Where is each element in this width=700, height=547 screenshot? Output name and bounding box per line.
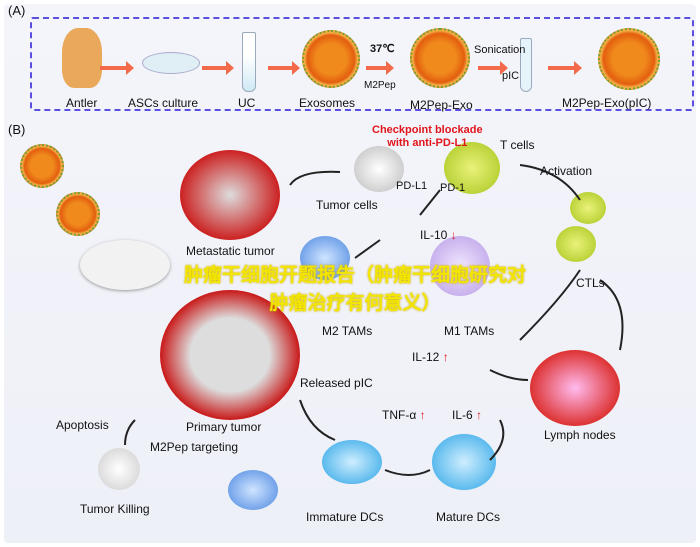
pic-label: pIC bbox=[502, 70, 520, 82]
step-uc: UC bbox=[238, 96, 256, 110]
arrow bbox=[289, 170, 341, 186]
arrow bbox=[354, 239, 381, 259]
tumor-killing-label: Tumor Killing bbox=[80, 502, 150, 516]
sonication-label: Sonication bbox=[474, 44, 526, 56]
step-antler: Antler bbox=[66, 96, 98, 110]
temperature: 37℃ bbox=[370, 43, 395, 55]
step-exosomes: Exosomes bbox=[299, 96, 356, 110]
arrow bbox=[100, 61, 134, 75]
apoptosis-label: Apoptosis bbox=[56, 418, 109, 432]
exosome-icon bbox=[302, 30, 360, 88]
watermark: 肿瘤干细胞开题报告（肿瘤干细胞研究对肿瘤治疗有何意义） bbox=[183, 265, 526, 314]
down-arrow-icon: ↓ bbox=[450, 228, 457, 242]
up-arrow-icon: ↑ bbox=[419, 408, 426, 422]
m2-tam-icon bbox=[300, 236, 350, 280]
mouse-icon bbox=[80, 240, 170, 290]
arrow bbox=[419, 189, 441, 216]
step-m2pep-exo-pic: M2Pep-Exo(pIC) bbox=[562, 96, 652, 110]
sonication-tube-icon bbox=[520, 38, 532, 92]
exosome-icon bbox=[20, 144, 64, 188]
metastatic-tumor-label: Metastatic tumor bbox=[186, 244, 275, 258]
panel-b-label: (B) bbox=[8, 122, 26, 137]
m2pep-exo-icon bbox=[410, 28, 470, 88]
arrow bbox=[519, 269, 581, 341]
pd-1-label: PD-1 bbox=[440, 182, 466, 194]
released-pic-label: Released pIC bbox=[300, 376, 373, 390]
arrow bbox=[124, 419, 136, 446]
m1-tam-icon bbox=[430, 236, 490, 296]
m2pep-targeting-label: M2Pep targeting bbox=[150, 440, 239, 454]
up-arrow-icon: ↑ bbox=[442, 350, 449, 364]
metastatic-tumor-icon bbox=[180, 150, 280, 240]
il6-label: IL-6 ↑ bbox=[452, 408, 483, 422]
panel-a-label: (A) bbox=[8, 3, 26, 18]
il12-label: IL-12 ↑ bbox=[412, 350, 449, 364]
mature-dcs-label: Mature DCs bbox=[436, 510, 501, 524]
exosome-icon bbox=[56, 192, 100, 236]
checkpoint-blockade: Checkpoint blockade with anti-PD-L1 bbox=[372, 124, 483, 149]
tumor-cells-label: Tumor cells bbox=[316, 198, 378, 212]
immature-dcs-label: Immature DCs bbox=[306, 510, 384, 524]
m2pep-exo-pic-icon bbox=[598, 28, 660, 90]
ctl-icon bbox=[556, 226, 596, 262]
tube-icon bbox=[242, 32, 256, 92]
arrow bbox=[478, 61, 508, 75]
tnf-label: TNF-α ↑ bbox=[382, 408, 426, 422]
pd-l1-label: PD-L1 bbox=[396, 180, 428, 192]
primary-tumor-icon bbox=[160, 290, 300, 420]
arrow bbox=[202, 61, 234, 75]
arrow bbox=[599, 279, 624, 351]
panel-a-frame bbox=[30, 17, 694, 111]
deer-icon bbox=[62, 28, 102, 88]
t-cells-label: T cells bbox=[500, 138, 535, 152]
ctls-label: CTLs bbox=[576, 276, 605, 290]
dead-cell-icon bbox=[98, 448, 140, 490]
immature-dc-icon bbox=[322, 440, 382, 484]
arrow bbox=[519, 164, 581, 201]
arrow bbox=[489, 369, 529, 381]
ctl-icon bbox=[570, 192, 606, 224]
t-cell-icon bbox=[444, 142, 500, 194]
m2-tams-label: M2 TAMs bbox=[322, 324, 373, 338]
arrow bbox=[489, 419, 505, 461]
primary-tumor-label: Primary tumor bbox=[186, 420, 262, 434]
step-ascs: ASCs culture bbox=[128, 96, 199, 110]
arrow bbox=[299, 399, 336, 441]
lymph-nodes-label: Lymph nodes bbox=[544, 428, 616, 442]
up-arrow-icon: ↑ bbox=[476, 408, 483, 422]
mature-dc-icon bbox=[432, 434, 496, 490]
il10-label: IL-10 ↓ bbox=[420, 228, 457, 242]
targeted-tam-icon bbox=[228, 470, 278, 510]
step-m2pep-exo: M2Pep-Exo bbox=[410, 98, 473, 112]
m2pep-label: M2Pep bbox=[364, 80, 396, 91]
arrow bbox=[384, 469, 431, 476]
tumor-cell-icon bbox=[354, 146, 404, 192]
arrow bbox=[268, 61, 300, 75]
m1-tams-label: M1 TAMs bbox=[444, 324, 495, 338]
lymph-node-icon bbox=[530, 350, 620, 426]
petri-dish-icon bbox=[142, 52, 200, 74]
activation-label: Activation bbox=[540, 164, 593, 178]
arrow bbox=[366, 61, 394, 75]
arrow bbox=[548, 61, 582, 75]
